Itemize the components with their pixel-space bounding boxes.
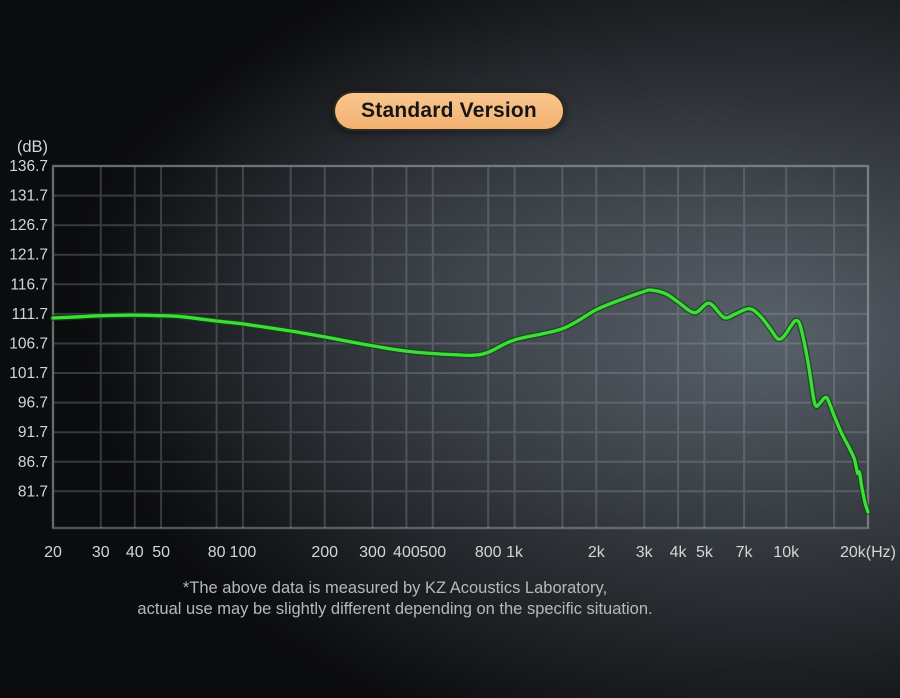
x-tick-label: 1k [506, 544, 524, 561]
y-axis-labels: (dB) 136.7 131.7 126.7 121.7 116.7 111.7 106.7 1… [9, 138, 48, 500]
plot-border [51, 164, 870, 530]
x-tick-label: 300 [359, 544, 386, 561]
y-tick-label: 121.7 [9, 247, 48, 264]
x-tick-label: 30 [92, 544, 110, 561]
x-tick-label: 80 [208, 544, 226, 561]
x-tick-label: 200 [311, 544, 338, 561]
x-tick-label: 400 [393, 544, 420, 561]
y-tick-label: 111.7 [12, 306, 49, 323]
curve-halo [50, 287, 871, 515]
x-tick-label: 5k [696, 544, 714, 561]
standard-version-badge: Standard Version [333, 91, 565, 131]
x-axis-labels: 20 30 40 50 80 100 200 300 400 500 800 1k 2k 3k 4k 5k 7k… [44, 544, 896, 561]
x-tick-label: 20k(Hz) [840, 544, 896, 561]
y-tick-label: 106.7 [9, 336, 48, 353]
grid [52, 165, 869, 528]
y-tick-label: 91.7 [18, 424, 48, 441]
y-tick-label: 101.7 [9, 365, 48, 382]
footnote: *The above data is measured by KZ Acoust… [0, 578, 790, 620]
x-tick-label: 2k [588, 544, 606, 561]
y-tick-label: 131.7 [9, 188, 48, 205]
x-tick-label: 3k [636, 544, 654, 561]
y-tick-label: 126.7 [9, 217, 48, 234]
y-tick-label: 86.7 [18, 454, 48, 471]
x-tick-label: 800 [475, 544, 502, 561]
x-tick-label: 7k [736, 544, 754, 561]
x-tick-label: 20 [44, 544, 62, 561]
x-tick-label: 500 [419, 544, 446, 561]
frequency-response-curve [50, 287, 871, 515]
y-tick-label: 81.7 [18, 483, 48, 500]
footnote-line-2: actual use may be slightly different dep… [137, 600, 653, 618]
x-tick-label: 100 [230, 544, 257, 561]
x-tick-label: 50 [152, 544, 170, 561]
x-tick-label: 4k [670, 544, 688, 561]
x-tick-label: 10k [773, 544, 800, 561]
y-axis-unit: (dB) [17, 138, 48, 156]
badge-label: Standard Version [361, 99, 537, 122]
y-tick-label: 96.7 [18, 395, 48, 412]
y-tick-label: 136.7 [9, 158, 48, 175]
footnote-line-1: *The above data is measured by KZ Acoust… [182, 579, 608, 597]
curve-line [51, 288, 870, 514]
x-tick-label: 40 [126, 544, 144, 561]
y-tick-label: 116.7 [10, 276, 48, 293]
